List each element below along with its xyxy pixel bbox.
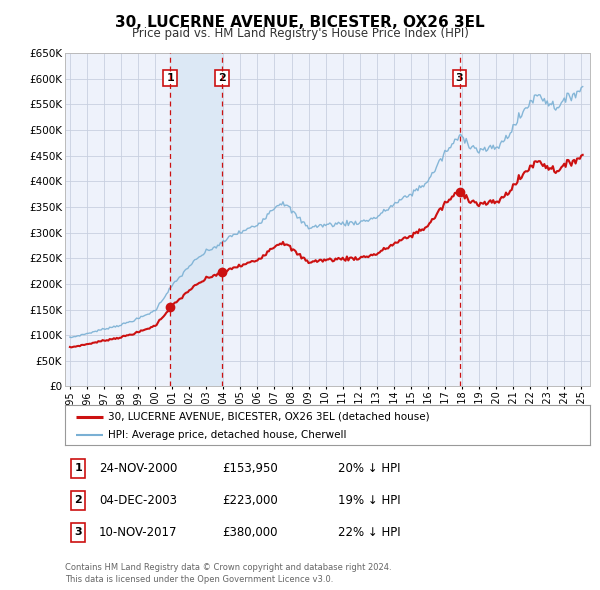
Text: 2: 2 (218, 73, 226, 83)
Text: 30, LUCERNE AVENUE, BICESTER, OX26 3EL: 30, LUCERNE AVENUE, BICESTER, OX26 3EL (115, 15, 485, 30)
Text: £153,950: £153,950 (223, 462, 278, 475)
Text: 2: 2 (74, 496, 82, 505)
Text: 24-NOV-2000: 24-NOV-2000 (99, 462, 178, 475)
Text: 1: 1 (167, 73, 175, 83)
Text: 1: 1 (74, 464, 82, 473)
Text: 3: 3 (74, 527, 82, 537)
Text: £223,000: £223,000 (223, 494, 278, 507)
Text: Contains HM Land Registry data © Crown copyright and database right 2024.
This d: Contains HM Land Registry data © Crown c… (65, 563, 391, 584)
Text: HPI: Average price, detached house, Cherwell: HPI: Average price, detached house, Cher… (108, 431, 346, 440)
Text: 30, LUCERNE AVENUE, BICESTER, OX26 3EL (detached house): 30, LUCERNE AVENUE, BICESTER, OX26 3EL (… (108, 412, 430, 422)
Text: 19% ↓ HPI: 19% ↓ HPI (338, 494, 400, 507)
Text: £380,000: £380,000 (223, 526, 278, 539)
Bar (170, 53, 222, 386)
Text: 3: 3 (456, 73, 463, 83)
Text: 20% ↓ HPI: 20% ↓ HPI (338, 462, 400, 475)
Text: 10-NOV-2017: 10-NOV-2017 (99, 526, 178, 539)
Text: Price paid vs. HM Land Registry's House Price Index (HPI): Price paid vs. HM Land Registry's House … (131, 27, 469, 40)
Text: 04-DEC-2003: 04-DEC-2003 (99, 494, 177, 507)
Text: 22% ↓ HPI: 22% ↓ HPI (338, 526, 400, 539)
